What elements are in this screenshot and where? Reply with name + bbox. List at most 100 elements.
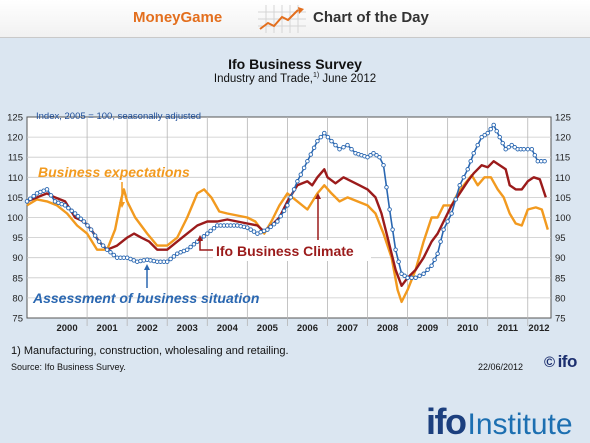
series-point — [503, 146, 508, 152]
subtitle-date: June 2012 — [319, 72, 377, 85]
y-tick-label-left: 85 — [12, 273, 23, 284]
series-point — [248, 227, 253, 232]
series-point — [425, 267, 430, 273]
series-point — [275, 219, 280, 224]
pointer-climate-right-head — [315, 193, 321, 199]
label-ifo-business-climate: Ifo Business Climate — [216, 243, 354, 259]
series-point — [96, 239, 102, 244]
y-tick-label-right: 90 — [555, 253, 566, 264]
series-point — [435, 251, 440, 256]
series-point — [371, 150, 376, 156]
series-point — [409, 275, 414, 281]
series-point — [396, 259, 401, 264]
publication-date: 22/06/2012 — [478, 362, 524, 372]
series-point — [445, 219, 450, 224]
series-point — [92, 233, 98, 238]
series-point — [449, 211, 454, 216]
series-point — [402, 273, 407, 279]
y-tick-label-left: 115 — [8, 153, 23, 164]
brand-name: MoneyGame — [133, 9, 223, 26]
series-point — [85, 223, 90, 228]
series-point — [251, 229, 257, 234]
y-tick-label-right: 75 — [555, 314, 566, 325]
series-point — [506, 144, 511, 150]
series-point — [188, 244, 193, 250]
series-point — [301, 165, 307, 171]
series-point — [171, 254, 177, 259]
series-point — [337, 146, 342, 152]
series-point — [208, 228, 213, 234]
series-point — [485, 130, 490, 136]
series-point — [532, 152, 538, 158]
series-point — [393, 247, 398, 252]
y-tick-label-left: 110 — [8, 173, 23, 184]
x-tick-label: 2011 — [497, 323, 518, 334]
logo-ifo: ifo — [426, 401, 467, 442]
source-note: Source: Ifo Business Survey. — [11, 362, 126, 372]
subtitle-main: Industry and Trade, — [213, 72, 313, 85]
label-climate-background — [213, 240, 371, 261]
pointer-expectations-head — [119, 202, 125, 208]
x-tick-label: 2004 — [217, 323, 239, 334]
series-point — [413, 275, 418, 281]
y-tick-label-left: 120 — [7, 133, 23, 144]
header-bar: MoneyGame Chart of the Day — [0, 0, 590, 38]
series-point — [542, 158, 547, 164]
series-point — [191, 242, 197, 247]
y-tick-label-right: 115 — [555, 153, 570, 164]
series-point — [315, 138, 320, 144]
series-point — [497, 134, 502, 140]
series-point — [461, 175, 466, 180]
series-point — [81, 219, 87, 224]
series-point — [521, 146, 527, 152]
y-tick-label-right: 85 — [555, 273, 566, 284]
series-point — [333, 142, 338, 148]
y-tick-label-left: 100 — [7, 213, 23, 224]
subtitle-footnote-mark: 1) — [312, 72, 320, 79]
series-point — [329, 138, 334, 144]
y-tick-label-left: 75 — [12, 314, 23, 325]
series-point — [465, 167, 470, 172]
x-tick-label: 2001 — [97, 323, 119, 334]
series-point — [368, 152, 373, 158]
chart-title: Ifo Business Survey — [228, 56, 362, 72]
series-point — [72, 211, 78, 216]
series-point — [298, 172, 304, 177]
series-point — [421, 271, 426, 277]
y-tick-label-right: 80 — [555, 293, 566, 304]
series-point — [311, 145, 317, 151]
series-point — [278, 213, 283, 219]
x-tick-label: 2005 — [257, 323, 279, 334]
series-point — [268, 224, 273, 230]
series-point — [318, 134, 324, 140]
series-point — [529, 146, 535, 152]
series-point — [108, 250, 113, 255]
line-chart: 75 75 80 80 85 85 90 90 95 95 100 100 105 105 110 110 11… — [7, 111, 571, 334]
series-point — [345, 142, 350, 148]
ifo-wordmark-small: ifo — [557, 352, 578, 371]
y-tick-label-left: 95 — [12, 233, 23, 244]
x-tick-label: 2006 — [297, 323, 318, 334]
series-point — [468, 158, 473, 164]
label-assessment-business-situation: Assessment of business situation — [32, 290, 259, 306]
series-point — [308, 152, 314, 157]
x-tick-label: 2012 — [528, 323, 549, 334]
series-point — [429, 263, 434, 268]
series-point — [381, 162, 386, 168]
series-point — [211, 225, 217, 231]
series-point — [325, 134, 331, 140]
series-point — [66, 205, 71, 211]
series-point — [374, 152, 379, 158]
copyright-symbol: © — [544, 354, 555, 371]
y-tick-label-right: 110 — [555, 173, 570, 184]
series-point — [349, 146, 354, 152]
ifo-institute-logo: ifoInstitute — [426, 401, 573, 442]
pointer-climate-left-head — [197, 235, 203, 241]
series-point — [341, 144, 346, 150]
series-point — [164, 259, 170, 264]
series-point — [453, 197, 458, 202]
series-point — [288, 195, 293, 200]
series-point — [479, 134, 484, 140]
series-point — [525, 146, 531, 152]
series-point — [88, 227, 94, 232]
